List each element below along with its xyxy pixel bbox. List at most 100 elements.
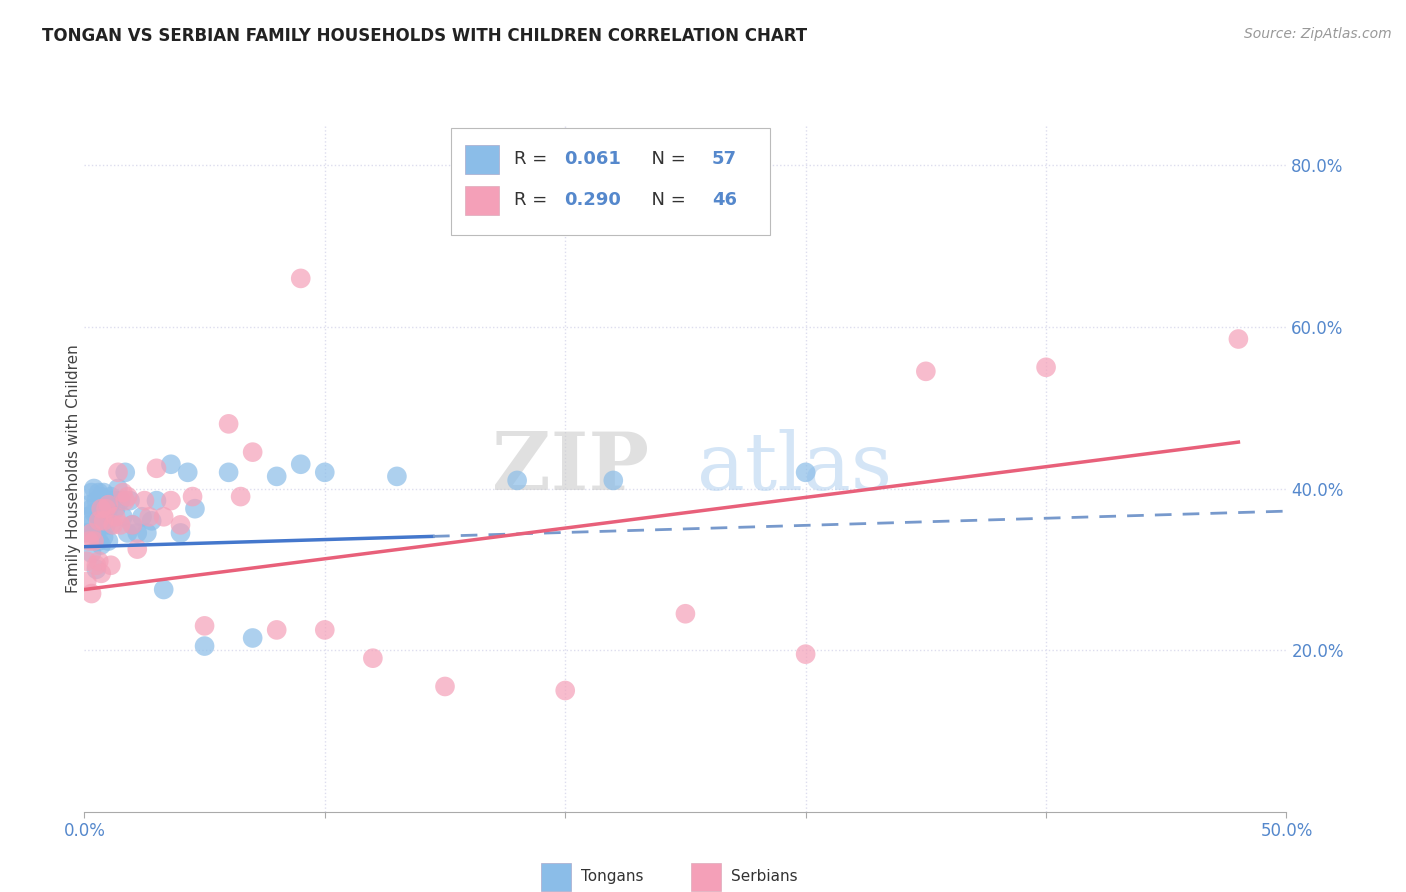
Point — [290, 271, 312, 285]
Point — [117, 490, 139, 504]
Point — [138, 509, 160, 524]
Point — [94, 501, 117, 516]
Point — [218, 417, 240, 431]
Text: 46: 46 — [711, 192, 737, 210]
Point — [87, 514, 110, 528]
Point — [80, 525, 103, 540]
Text: R =: R = — [513, 150, 553, 169]
Point — [100, 490, 122, 504]
Point — [184, 501, 207, 516]
Point — [87, 485, 110, 500]
FancyBboxPatch shape — [451, 128, 769, 235]
Point — [114, 466, 136, 480]
Point — [77, 517, 100, 532]
Point — [97, 501, 120, 516]
Point — [77, 498, 100, 512]
Point — [90, 501, 112, 516]
Point — [131, 509, 153, 524]
Point — [218, 466, 240, 480]
Text: R =: R = — [513, 192, 553, 210]
Point — [107, 466, 129, 480]
Point — [602, 474, 624, 488]
Point — [121, 517, 143, 532]
Point — [117, 525, 139, 540]
Point — [104, 509, 127, 524]
Point — [135, 525, 157, 540]
Point — [160, 457, 183, 471]
Text: TONGAN VS SERBIAN FAMILY HOUSEHOLDS WITH CHILDREN CORRELATION CHART: TONGAN VS SERBIAN FAMILY HOUSEHOLDS WITH… — [42, 27, 807, 45]
Point — [94, 517, 117, 532]
Text: 57: 57 — [711, 150, 737, 169]
Point — [152, 582, 174, 597]
Point — [97, 498, 120, 512]
Point — [83, 506, 105, 520]
Point — [554, 683, 576, 698]
Point — [675, 607, 697, 621]
Point — [118, 493, 141, 508]
Text: ZIP: ZIP — [492, 429, 650, 508]
Point — [794, 647, 817, 661]
Point — [94, 493, 117, 508]
Point — [114, 493, 136, 508]
Point — [290, 457, 312, 471]
Point — [103, 493, 125, 508]
Point — [506, 474, 529, 488]
Point — [314, 623, 336, 637]
Point — [1035, 360, 1057, 375]
Point — [194, 639, 217, 653]
Point — [915, 364, 938, 378]
Text: Serbians: Serbians — [731, 870, 797, 885]
Point — [385, 469, 408, 483]
Point — [93, 485, 115, 500]
Point — [100, 517, 122, 532]
Text: Tongans: Tongans — [581, 870, 644, 885]
Point — [83, 482, 105, 496]
Point — [80, 501, 103, 516]
Point — [93, 514, 115, 528]
Point — [107, 482, 129, 496]
Point — [97, 534, 120, 549]
Point — [77, 534, 100, 549]
Text: 0.061: 0.061 — [564, 150, 621, 169]
Point — [177, 466, 200, 480]
Point — [110, 517, 132, 532]
Point — [104, 501, 127, 516]
Point — [93, 530, 115, 544]
Point — [121, 517, 143, 532]
Point — [111, 509, 134, 524]
Point — [169, 517, 191, 532]
Point — [145, 493, 167, 508]
Point — [194, 619, 217, 633]
Point — [242, 445, 264, 459]
Point — [83, 534, 105, 549]
Point — [103, 517, 125, 532]
Point — [229, 490, 252, 504]
Point — [127, 525, 149, 540]
Point — [181, 490, 204, 504]
Point — [87, 534, 110, 549]
Point — [90, 566, 112, 581]
Point — [361, 651, 384, 665]
Point — [76, 554, 98, 568]
Point — [76, 574, 98, 589]
Point — [90, 490, 112, 504]
Point — [1227, 332, 1250, 346]
Point — [87, 509, 110, 524]
Point — [145, 461, 167, 475]
Point — [76, 509, 98, 524]
Point — [93, 506, 115, 520]
Text: N =: N = — [640, 192, 692, 210]
Text: atlas: atlas — [697, 429, 893, 508]
Point — [86, 525, 108, 540]
Text: Source: ZipAtlas.com: Source: ZipAtlas.com — [1244, 27, 1392, 41]
Y-axis label: Family Households with Children: Family Households with Children — [66, 344, 80, 592]
Point — [100, 558, 122, 573]
Point — [110, 493, 132, 508]
Text: N =: N = — [640, 150, 692, 169]
Point — [169, 525, 191, 540]
Point — [160, 493, 183, 508]
Point — [134, 493, 156, 508]
Bar — [465, 186, 499, 215]
Point — [434, 680, 457, 694]
Point — [90, 514, 112, 528]
